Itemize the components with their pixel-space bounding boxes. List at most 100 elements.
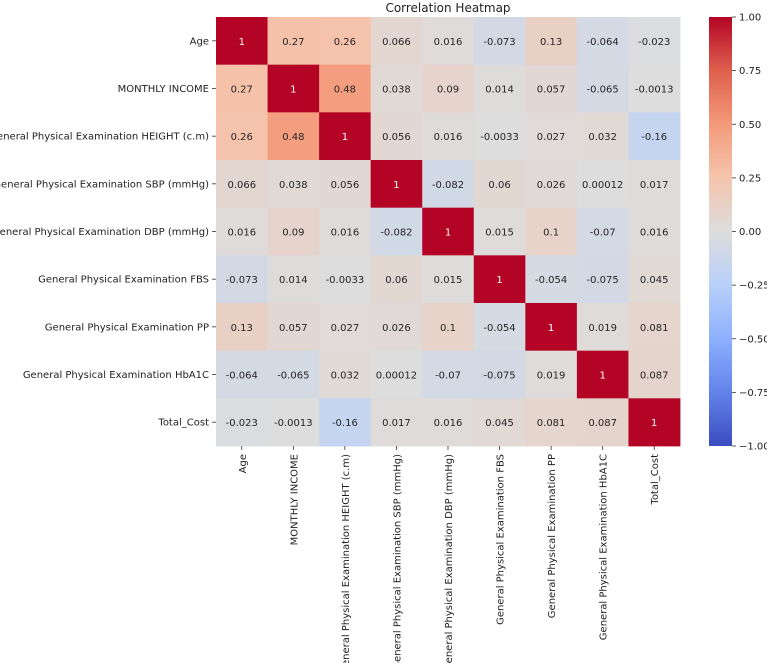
cell-value-label: -0.023: [638, 37, 670, 48]
heatmap-cell: [216, 350, 268, 399]
heatmap-cell: [576, 398, 629, 447]
y-tick-label: General Physical Examination DBP (mmHg): [0, 227, 209, 238]
cell-value-label: -0.073: [226, 275, 258, 286]
cell-value-label: -0.16: [641, 132, 667, 143]
cell-value-label: 0.026: [537, 180, 566, 191]
cell-value-label: 0.045: [485, 418, 514, 429]
cell-value-label: 0.027: [331, 323, 360, 334]
y-tick-label: General Physical Examination SBP (mmHg): [0, 179, 209, 190]
cell-value-label: -0.064: [587, 37, 619, 48]
colorbar-gradient: [709, 17, 732, 446]
cell-value-label: 1: [599, 371, 605, 382]
cell-value-label: -0.082: [432, 180, 464, 191]
cell-value-label: 1: [239, 37, 245, 48]
cell-value-label: -0.065: [277, 371, 309, 382]
y-tick-label: Total_Cost: [157, 418, 209, 429]
heatmap-cell: [267, 64, 320, 113]
heatmap-cell: [628, 303, 681, 352]
cell-value-label: -0.023: [226, 418, 258, 429]
cell-value-label: 0.016: [331, 228, 360, 239]
cell-value-label: 0.13: [540, 37, 562, 48]
cell-value-label: 1: [548, 323, 554, 334]
cell-value-label: 0.081: [537, 418, 566, 429]
cell-value-label: 0.026: [382, 323, 411, 334]
heatmap-cell: [370, 398, 423, 447]
x-tick-label: General Physical Examination HbA1C: [599, 454, 610, 640]
heatmap-cell: [576, 303, 629, 352]
cell-value-label: 0.1: [440, 323, 456, 334]
heatmap-cell: [422, 17, 475, 66]
cell-value-label: 0.032: [331, 371, 360, 382]
cell-value-label: 0.057: [279, 323, 308, 334]
cell-value-label: 0.056: [382, 132, 411, 143]
heatmap-cell: [370, 350, 423, 399]
heatmap-cell: [370, 207, 423, 256]
heatmap-cell: [267, 17, 320, 66]
y-tick-label: General Physical Examination FBS: [38, 275, 209, 286]
heatmap-cell: [473, 207, 526, 256]
cell-value-label: 0.015: [434, 275, 463, 286]
cell-value-label: -0.065: [587, 85, 619, 96]
heatmap-cell: [216, 255, 268, 304]
cell-value-label: -0.0013: [635, 85, 674, 96]
heatmap-cell: [319, 112, 372, 161]
heatmap-cell: [576, 112, 629, 161]
cell-value-label: 0.015: [485, 228, 514, 239]
cell-value-label: 0.27: [231, 85, 253, 96]
cell-value-label: 0.038: [382, 85, 411, 96]
colorbar-tick-label: 0.50: [739, 120, 761, 131]
heatmap-cell: [319, 255, 372, 304]
heatmap-cell: [473, 350, 526, 399]
x-tick-label: Total_Cost: [650, 454, 661, 506]
heatmap-cell: [319, 160, 372, 209]
cell-value-label: 0.09: [437, 85, 459, 96]
cell-value-label: 1: [342, 132, 348, 143]
cell-value-label: 0.06: [385, 275, 407, 286]
cell-value-label: 0.00012: [376, 371, 417, 382]
cell-value-label: 0.019: [537, 371, 566, 382]
heatmap-cell: [216, 303, 268, 352]
heatmap-cell: [628, 255, 681, 304]
heatmap-cells: [216, 17, 681, 447]
heatmap-cell: [422, 255, 475, 304]
cell-value-label: 1: [496, 275, 502, 286]
heatmap-cell: [422, 207, 475, 256]
cell-value-label: -0.0033: [480, 132, 519, 143]
heatmap-cell: [267, 398, 320, 447]
heatmap-cell: [319, 207, 372, 256]
y-tick-label: General Physical Examination HbA1C: [23, 370, 209, 381]
colorbar-tick-label: −0.25: [739, 281, 767, 292]
chart-title: Correlation Heatmap: [385, 1, 510, 15]
heatmap-cell: [525, 17, 578, 66]
cell-value-label: 0.066: [227, 180, 256, 191]
heatmap-cell: [473, 17, 526, 66]
heatmap-cell: [525, 303, 578, 352]
colorbar-tick-label: 0.00: [739, 227, 761, 238]
cell-value-label: -0.0013: [274, 418, 313, 429]
x-tick-label: General Physical Examination DBP (mmHg): [444, 454, 455, 663]
cell-value-label: 0.038: [279, 180, 308, 191]
cell-value-label: 0.014: [279, 275, 308, 286]
heatmap-cell: [319, 303, 372, 352]
heatmap-cell: [319, 17, 372, 66]
cell-value-label: 1: [651, 418, 657, 429]
heatmap-cell: [628, 207, 681, 256]
cell-value-label: 0.027: [537, 132, 566, 143]
heatmap-cell: [473, 255, 526, 304]
heatmap-cell: [422, 350, 475, 399]
heatmap-cell: [216, 398, 268, 447]
heatmap-cell: [473, 398, 526, 447]
x-tick-label: General Physical Examination FBS: [496, 454, 507, 625]
heatmap-cell: [525, 255, 578, 304]
cell-value-label: 0.017: [640, 180, 669, 191]
heatmap-cell: [628, 17, 681, 66]
x-tick-label: Age: [238, 454, 249, 473]
x-axis-tick-labels: Age MONTHLY INCOME General Physical Examin…: [238, 446, 661, 663]
heatmap-cell: [525, 398, 578, 447]
heatmap-cell: [267, 303, 320, 352]
heatmap-cell: [370, 17, 423, 66]
heatmap-cell: [216, 64, 268, 113]
heatmap-cell: [319, 398, 372, 447]
heatmap-cell: [576, 160, 629, 209]
cell-value-label: 0.016: [227, 228, 256, 239]
